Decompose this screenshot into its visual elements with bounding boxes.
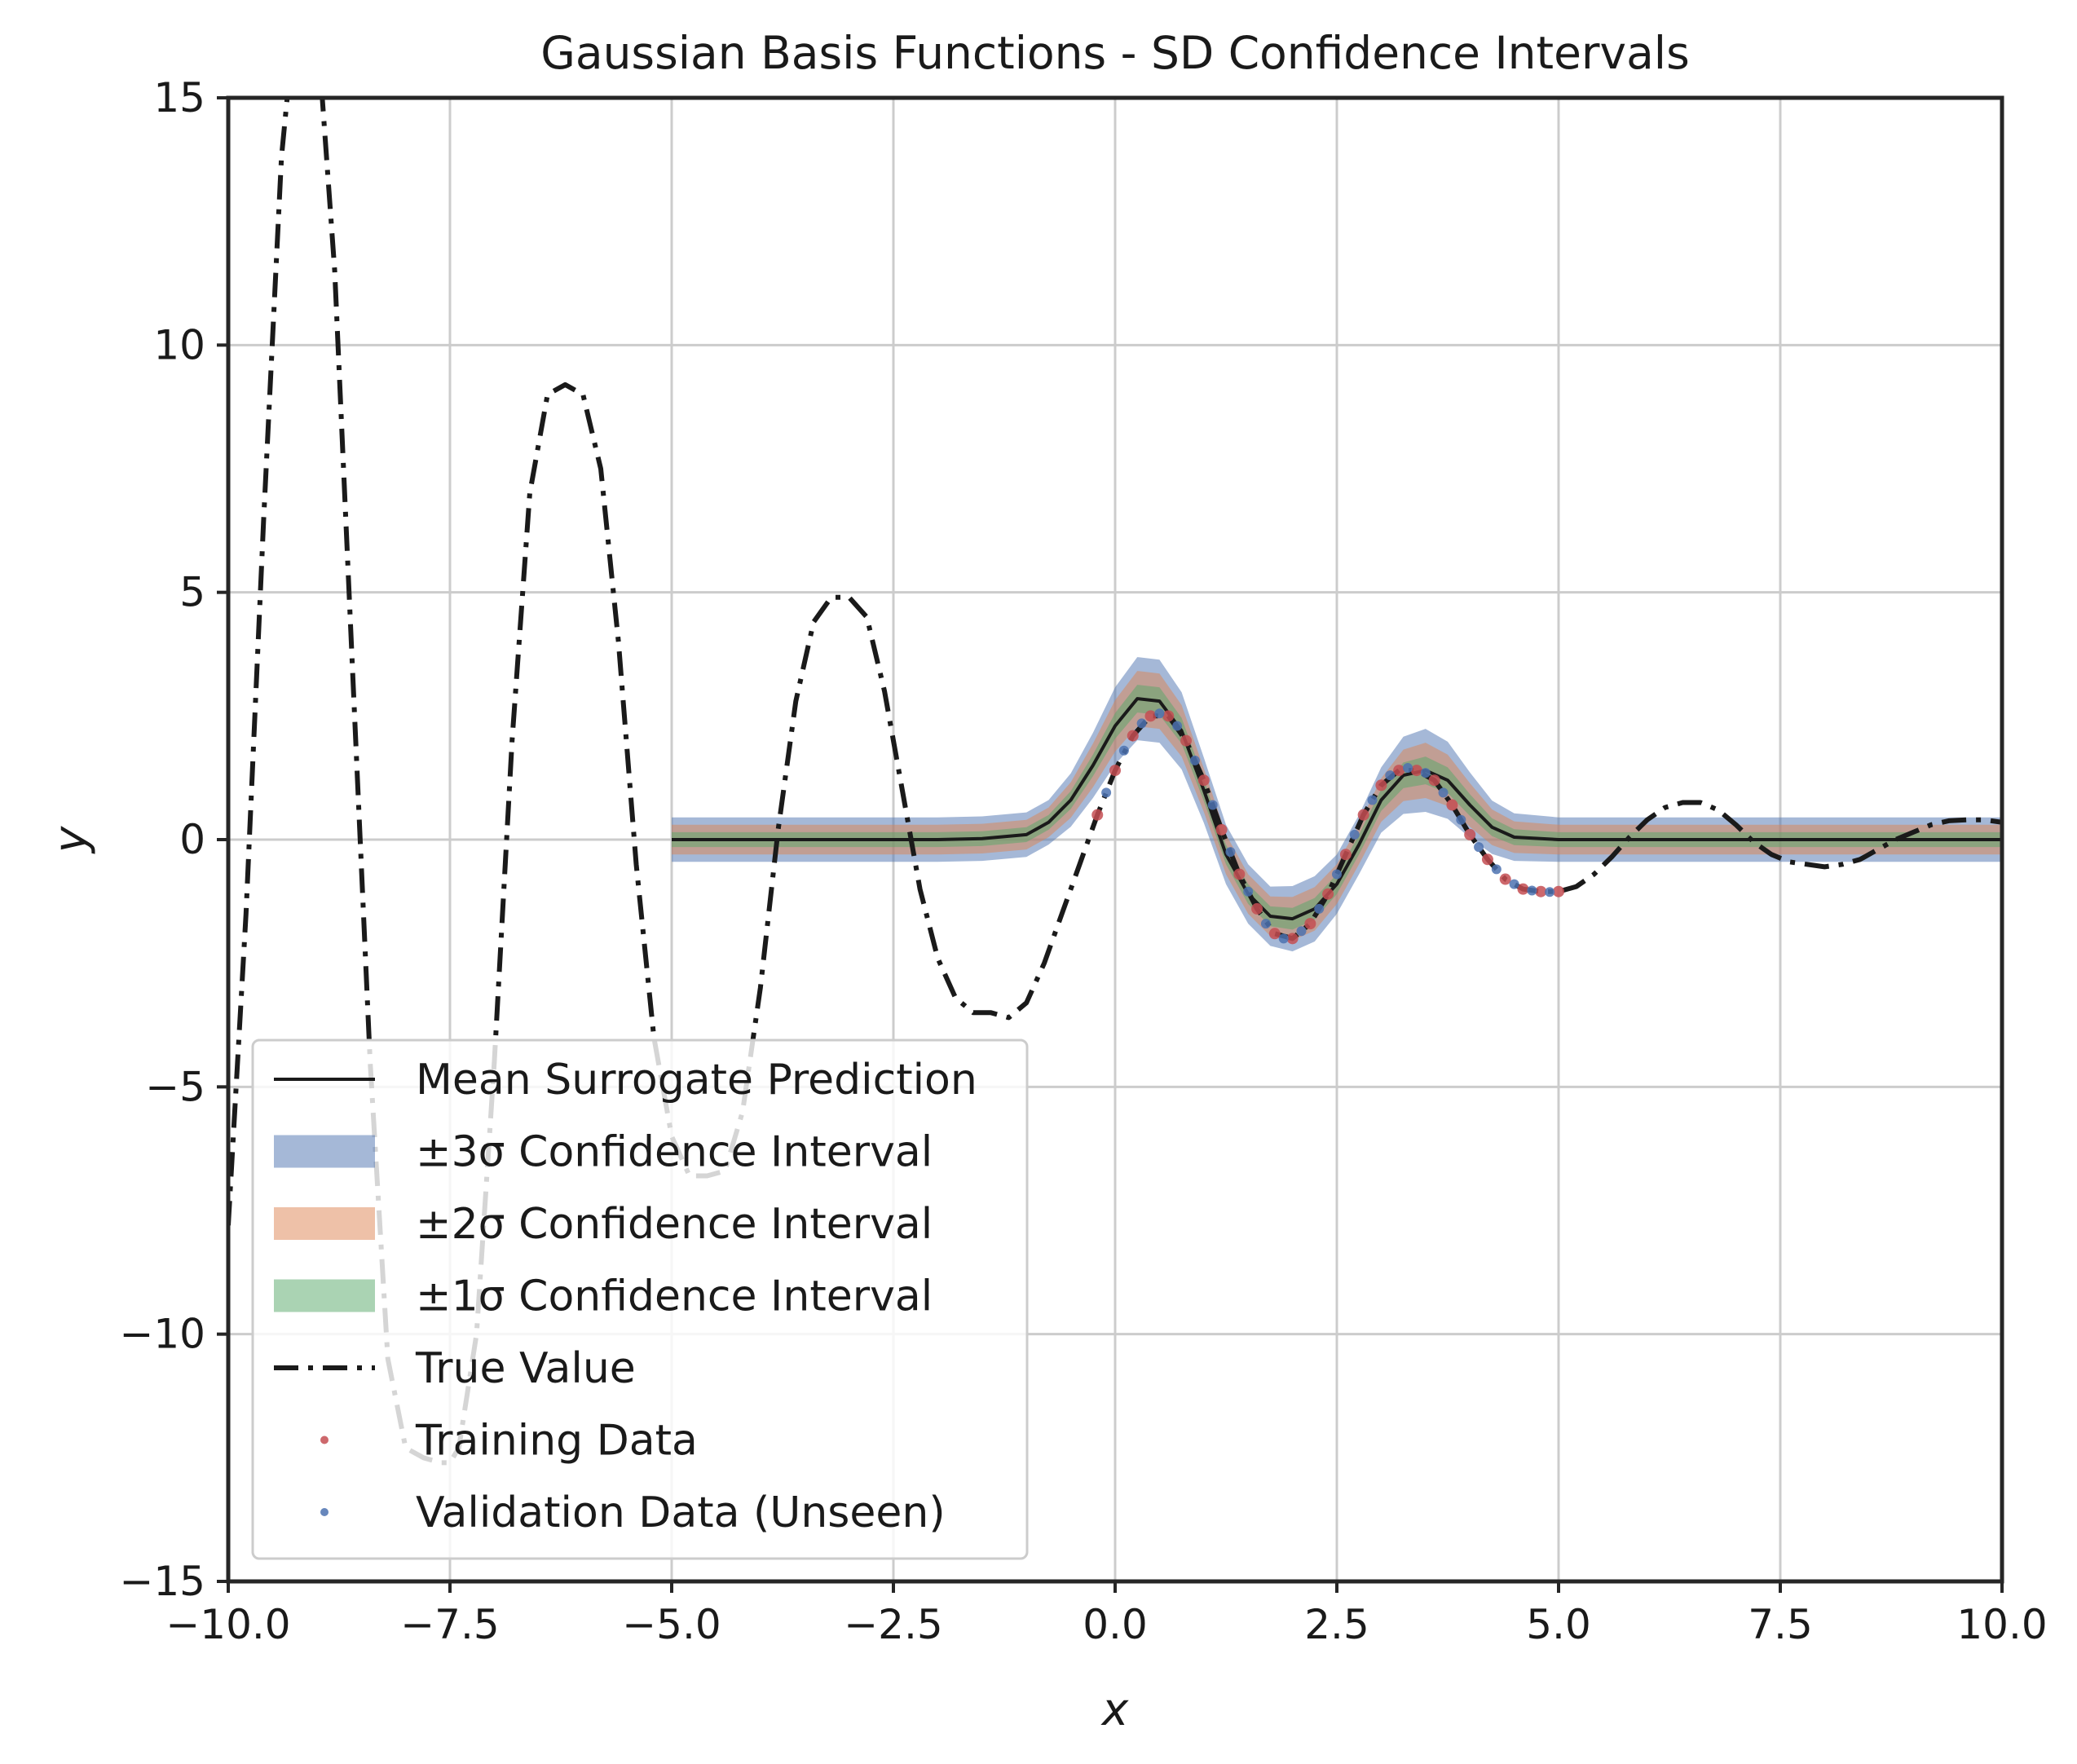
validation-data-point: [1545, 887, 1555, 897]
training-data-point: [1428, 774, 1440, 787]
validation-data-point: [1367, 795, 1378, 805]
training-data-point: [1322, 888, 1334, 900]
legend-label-ci1: ±1σ Confidence Interval: [416, 1272, 933, 1321]
x-axis-label: x: [1100, 1683, 1129, 1735]
training-data-point: [1215, 823, 1228, 836]
y-tick-label: −10: [119, 1311, 205, 1358]
validation-data-point: [1403, 763, 1413, 774]
validation-data-point: [1278, 933, 1289, 944]
series-lines: [228, 98, 2002, 1466]
training-data-point: [1091, 809, 1104, 821]
validation-data-point: [1474, 842, 1484, 853]
x-tick-label: 7.5: [1748, 1601, 1813, 1648]
x-tick-label: −7.5: [400, 1601, 499, 1648]
training-data-point: [1268, 928, 1281, 940]
validation-data-point: [1136, 718, 1147, 729]
ci1-band: [672, 685, 2002, 930]
legend-handle-ci3: [274, 1135, 375, 1168]
validation-data-point: [1172, 721, 1183, 731]
chart-title: Gaussian Basis Functions - SD Confidence…: [540, 27, 1689, 79]
y-tick-label: −5: [145, 1063, 205, 1110]
y-axis-label: y: [44, 825, 96, 854]
validation-data-point: [1314, 903, 1325, 914]
validation-data-point: [1296, 926, 1307, 937]
training-data-point: [1499, 873, 1511, 885]
x-tick-label: −10.0: [165, 1601, 290, 1648]
validation-data-point: [1207, 800, 1218, 810]
legend-label-val: Validation Data (Unseen): [416, 1488, 946, 1537]
legend-box: [251, 1039, 1029, 1560]
training-data-point: [1339, 849, 1352, 861]
x-tick-label: 2.5: [1304, 1601, 1369, 1648]
y-tick-label: 0: [179, 816, 205, 863]
legend-handle-train: [320, 1435, 329, 1444]
training-data-point: [1393, 765, 1405, 777]
legend-handle-ci2: [274, 1207, 375, 1240]
legend-label-mean: Mean Surrogate Prediction: [416, 1056, 977, 1105]
training-data-point: [1464, 828, 1476, 840]
validation-data-point: [1420, 768, 1431, 778]
training-data-point: [1375, 779, 1387, 792]
legend-handle-val: [320, 1508, 329, 1516]
training-data-point: [1304, 918, 1316, 930]
x-tick-label: −2.5: [844, 1601, 942, 1648]
legend-label-true: True Value: [415, 1344, 636, 1393]
training-data-point: [1127, 730, 1139, 742]
validation-data-point: [1509, 879, 1519, 889]
training-data-point: [1251, 902, 1263, 915]
validation-data-point: [1527, 885, 1537, 896]
training-data-point: [1553, 885, 1564, 897]
validation-data-point: [1385, 770, 1396, 781]
training-data-point: [1535, 885, 1547, 897]
legend-label-train: Training Data: [415, 1417, 698, 1466]
y-tick-label: 5: [179, 569, 205, 616]
validation-data-point: [1225, 847, 1236, 858]
validation-data-point: [1101, 787, 1112, 798]
legend-handle-ci1: [274, 1279, 375, 1312]
x-tick-label: 5.0: [1526, 1601, 1591, 1648]
y-tick-label: 15: [153, 74, 205, 121]
x-tick-label: 10.0: [1956, 1601, 2047, 1648]
x-tick-label: −5.0: [622, 1601, 721, 1648]
validation-data-point: [1243, 886, 1254, 897]
mean-prediction-line: [672, 697, 2002, 921]
training-data-point: [1144, 710, 1157, 722]
y-tick-label: −15: [119, 1558, 205, 1605]
y-tick-label: 10: [153, 321, 205, 368]
training-data-point: [1410, 765, 1422, 777]
validation-data-point: [1438, 787, 1449, 798]
validation-data-point: [1189, 755, 1200, 765]
training-data-point: [1357, 809, 1369, 821]
training-data-point: [1481, 853, 1493, 866]
validation-data-point: [1491, 864, 1502, 875]
validation-data-point: [1456, 814, 1466, 825]
confidence-bands: [672, 657, 2002, 952]
training-data-point: [1233, 868, 1246, 880]
training-data-point: [1109, 765, 1121, 777]
axis-ticks: −10.0 −7.5 −5.0 −2.5 0.0 2.5 5.0 7.5 10.0 −15 −10 −…: [119, 74, 2047, 1648]
validation-data-point: [1332, 869, 1342, 880]
training-data-point: [1162, 710, 1175, 722]
x-tick-label: 0.0: [1083, 1601, 1148, 1648]
validation-data-point: [1349, 829, 1360, 840]
training-data-point: [1286, 933, 1299, 945]
training-data-point: [1517, 883, 1529, 895]
legend: Mean Surrogate Prediction ±3σ Confidence …: [251, 1039, 1029, 1560]
legend-label-ci3: ±3σ Confidence Interval: [416, 1128, 933, 1177]
validation-data-point: [1154, 708, 1165, 719]
legend-label-ci2: ±2σ Confidence Interval: [416, 1200, 933, 1249]
validation-data-point: [1260, 919, 1271, 929]
training-data-point: [1446, 799, 1458, 811]
training-data-point: [1197, 774, 1210, 787]
training-data-point: [1180, 734, 1193, 747]
validation-data-point: [1118, 745, 1129, 756]
